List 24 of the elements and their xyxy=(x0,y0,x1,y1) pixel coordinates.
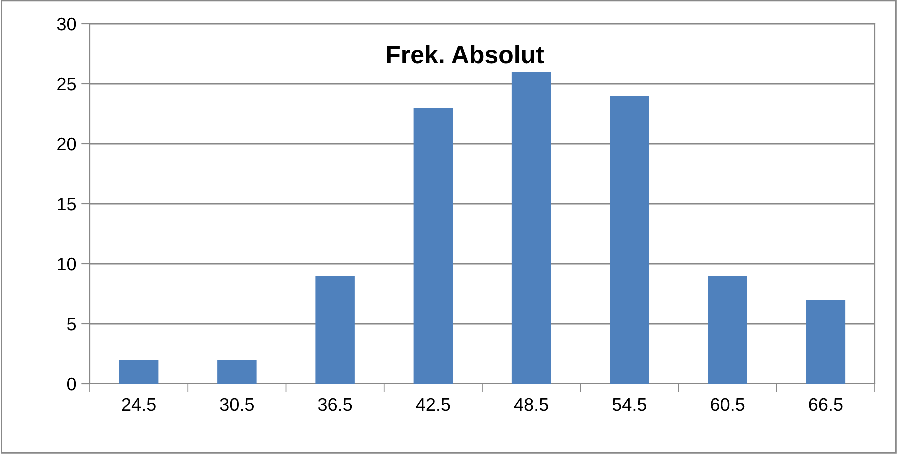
bar xyxy=(610,96,650,384)
x-tick-label: 30.5 xyxy=(220,398,254,412)
y-tick-label: 15 xyxy=(58,198,76,211)
y-tick-label: 20 xyxy=(58,138,76,151)
bar xyxy=(316,276,355,384)
bar xyxy=(218,360,257,384)
bar xyxy=(806,300,846,384)
bar xyxy=(119,360,159,384)
text: Frek. Absolut xyxy=(387,45,544,64)
y-tick-label: 10 xyxy=(58,258,76,271)
x-tick-label: 66.5 xyxy=(809,398,843,412)
bar xyxy=(512,72,552,384)
bar xyxy=(708,276,748,384)
y-tick-label: 30 xyxy=(57,18,76,31)
x-tick-label: 36.5 xyxy=(318,398,352,412)
x-tick-label: 42.5 xyxy=(416,398,450,412)
x-tick-label: 24.5 xyxy=(122,398,156,412)
y-tick-label: 5 xyxy=(67,318,76,331)
x-tick-label: 60.5 xyxy=(711,398,745,412)
y-tick-label: 25 xyxy=(58,78,76,91)
x-tick-label: 54.5 xyxy=(612,398,647,412)
bar xyxy=(414,108,454,384)
x-tick-label: 48.5 xyxy=(514,398,548,412)
y-tick-label: 0 xyxy=(67,378,76,391)
